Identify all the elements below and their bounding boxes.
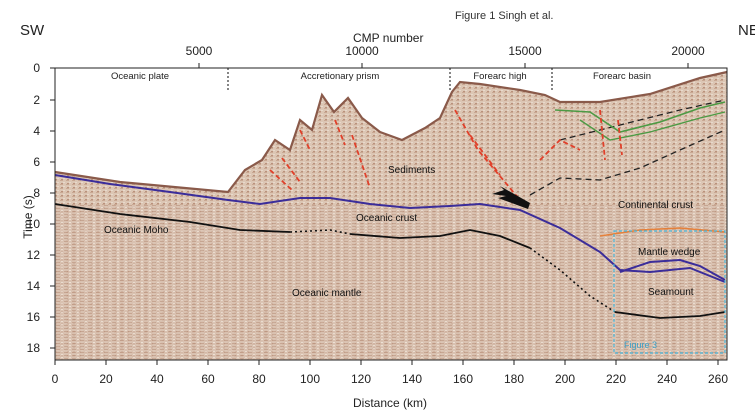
continental-dashed-1	[529, 129, 726, 196]
label-figure3: Figure 3	[624, 340, 658, 350]
mantle-wedge-orange	[599, 227, 726, 237]
distance-tick-label: 100	[299, 372, 321, 386]
label-seamount: Seamount	[648, 287, 694, 298]
cmp-tick-label: 15000	[508, 44, 542, 58]
distance-tick-label: 140	[401, 372, 423, 386]
distance-tick-label: 0	[51, 372, 59, 386]
x-ticks	[54, 360, 719, 365]
distance-tick-label: 120	[350, 372, 372, 386]
moho-dotted	[289, 229, 351, 235]
time-tick-label: 6	[33, 155, 40, 169]
top-ticks	[198, 63, 689, 68]
deep-texture	[55, 205, 727, 360]
figure-title: Figure 1 Singh et al.	[455, 10, 554, 22]
cmp-tick-label: 10000	[345, 44, 379, 58]
y-ticks	[50, 67, 55, 349]
cmp-axis-title: CMP number	[353, 31, 424, 45]
time-tick-label: 18	[26, 341, 40, 355]
distance-tick-label: 220	[605, 372, 627, 386]
time-tick-label: 2	[33, 93, 40, 107]
time-tick-label: 4	[33, 124, 40, 138]
time-tick-label: 0	[33, 61, 40, 75]
forearc-green-reflector-2	[579, 111, 726, 141]
region-forearc-basin: Forearc basin	[592, 71, 652, 82]
forearc-green-reflector	[554, 101, 726, 133]
direction-sw-label: SW	[20, 22, 45, 39]
cmp-tick-label: 20000	[671, 44, 705, 58]
time-tick-label: 12	[26, 248, 40, 262]
distance-tick-label: 20	[99, 372, 113, 386]
label-sediments: Sediments	[388, 165, 436, 176]
fault-lines	[269, 109, 623, 201]
time-tick-label: 10	[26, 217, 40, 231]
seabed-line	[54, 70, 728, 194]
plot-frame	[54, 67, 728, 361]
mantle-wedge-curve	[619, 258, 726, 281]
distance-tick-label: 80	[252, 372, 266, 386]
label-oceanic-crust: Oceanic crust	[356, 213, 418, 224]
continental-dashed-2	[559, 99, 726, 141]
label-mantle-wedge: Mantle wedge	[638, 247, 701, 258]
region-accretionary-prism: Accretionary prism	[300, 71, 380, 82]
distance-tick-label: 160	[452, 372, 474, 386]
time-tick-label: 16	[26, 310, 40, 324]
label-continental-crust: Continental crust	[618, 200, 694, 211]
moho-continued	[349, 229, 531, 249]
oceanic-moho-line	[54, 203, 291, 233]
distance-axis-title: Distance (km)	[353, 396, 428, 410]
distance-tick-label: 40	[150, 372, 164, 386]
direction-ne-label: NE	[738, 22, 755, 39]
cmp-tick-label: 5000	[185, 44, 213, 58]
region-forearc-high: Forearc high	[473, 71, 527, 82]
subduction-arrow	[492, 186, 530, 209]
distance-tick-label: 240	[656, 372, 678, 386]
distance-tick-label: 200	[554, 372, 576, 386]
moho-deep-dotted	[529, 247, 616, 313]
distance-tick-label: 180	[503, 372, 525, 386]
label-oceanic-mantle: Oceanic mantle	[292, 288, 362, 299]
time-tick-label: 14	[26, 279, 40, 293]
moho-deep-line	[614, 311, 726, 319]
region-oceanic-plate: Oceanic plate	[110, 71, 170, 82]
distance-tick-label: 260	[707, 372, 729, 386]
label-oceanic-moho: Oceanic Moho	[104, 225, 169, 236]
figure3-box	[613, 230, 726, 354]
distance-tick-label: 60	[201, 372, 215, 386]
time-tick-label: 8	[33, 186, 40, 200]
